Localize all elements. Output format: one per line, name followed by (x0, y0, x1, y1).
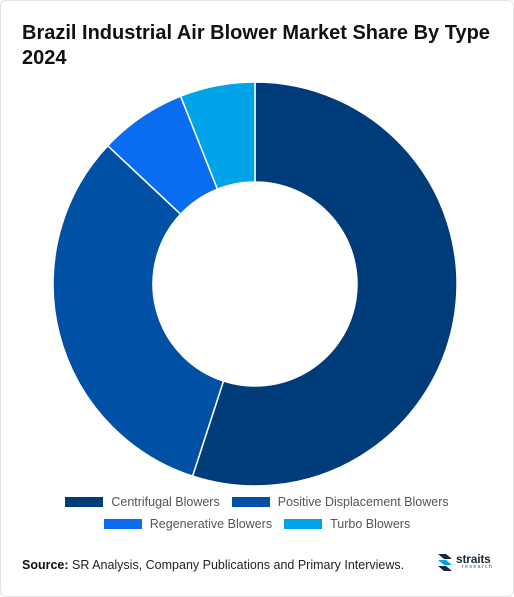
legend-item-positive-displacement[interactable]: Positive Displacement Blowers (231, 495, 449, 509)
slice-turbo[interactable] (179, 81, 256, 191)
source-text: SR Analysis, Company Publications and Pr… (68, 558, 405, 572)
chart-title: Brazil Industrial Air Blower Market Shar… (22, 22, 490, 69)
legend-row-2: Regenerative Blowers Turbo Blowers (1, 516, 513, 532)
legend-item-centrifugal[interactable]: Centrifugal Blowers (65, 495, 220, 509)
legend-label-turbo: Turbo Blowers (330, 517, 411, 531)
legend-swatch-positive-displacement (231, 497, 270, 507)
legend: Centrifugal Blowers Positive Displacemen… (1, 494, 513, 538)
legend-item-regenerative[interactable]: Regenerative Blowers (103, 517, 273, 531)
legend-swatch-turbo (284, 519, 323, 529)
legend-swatch-centrifugal (65, 497, 104, 507)
legend-item-turbo[interactable]: Turbo Blowers (284, 517, 410, 531)
legend-row-1: Centrifugal Blowers Positive Displacemen… (1, 494, 513, 510)
legend-label-regenerative: Regenerative Blowers (149, 517, 273, 531)
straits-logo-icon (438, 554, 452, 571)
legend-label-positive-displacement: Positive Displacement Blowers (277, 495, 449, 509)
straits-logo-word: straits (456, 552, 491, 567)
straits-logo: straits research (437, 552, 493, 572)
slice-positive-displacement[interactable] (52, 144, 225, 478)
donut-chart (52, 81, 458, 487)
legend-label-centrifugal: Centrifugal Blowers (111, 495, 220, 509)
legend-swatch-regenerative (103, 519, 142, 529)
source-note: Source: SR Analysis, Company Publication… (22, 558, 404, 572)
straits-logo-sub: research (462, 564, 493, 571)
source-label: Source: (22, 558, 69, 572)
slice-centrifugal[interactable] (191, 81, 458, 487)
straits-logo-text: straits research (456, 553, 493, 571)
